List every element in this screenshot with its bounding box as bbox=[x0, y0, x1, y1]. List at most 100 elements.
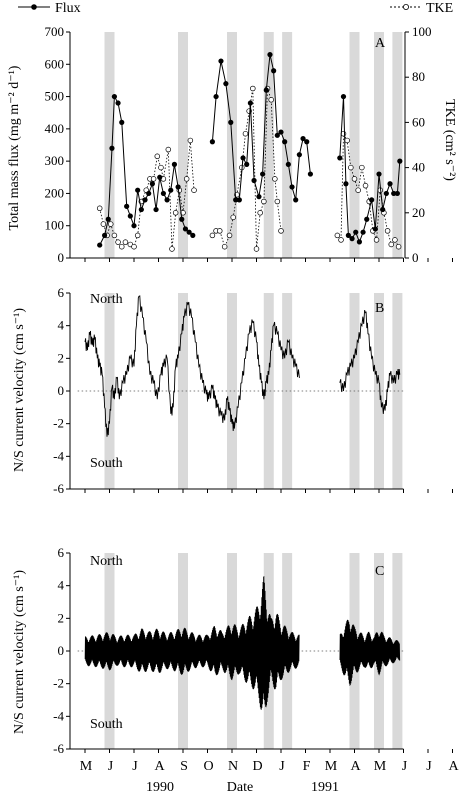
tke-point bbox=[100, 221, 107, 227]
shade-band bbox=[227, 293, 237, 489]
y-tick-label: 400 bbox=[45, 121, 65, 136]
x-tick-label: A bbox=[350, 759, 361, 774]
tke-point bbox=[395, 243, 402, 250]
tke-point bbox=[355, 187, 361, 193]
y-tick-label: -6 bbox=[53, 741, 64, 756]
flux-point bbox=[119, 119, 125, 125]
flux-point bbox=[260, 171, 266, 177]
flux-point bbox=[138, 206, 144, 213]
x-tick-label: M bbox=[374, 759, 387, 774]
y-tick-label: -6 bbox=[53, 481, 64, 496]
shade-band bbox=[392, 32, 403, 258]
x-tick-label: A bbox=[448, 759, 459, 774]
flux-point bbox=[179, 216, 185, 222]
tke-point bbox=[118, 243, 125, 250]
year-label-1991: 1991 bbox=[311, 780, 339, 795]
tke-point bbox=[334, 232, 341, 239]
tke-point bbox=[150, 176, 157, 182]
flux-point bbox=[244, 161, 250, 167]
flux-point bbox=[115, 100, 121, 106]
flux-point bbox=[282, 139, 288, 145]
flux-point bbox=[111, 93, 117, 100]
flux-point bbox=[247, 100, 253, 106]
x-tick-label: D bbox=[252, 759, 262, 774]
y-tick-label: 2 bbox=[58, 610, 65, 625]
y-tick-label: 0 bbox=[58, 643, 65, 658]
x-tick-label: M bbox=[80, 759, 93, 774]
flux-point bbox=[394, 190, 400, 197]
flux-point bbox=[168, 187, 174, 193]
tke-point bbox=[278, 228, 284, 234]
panel-a-shading bbox=[104, 32, 403, 258]
tke-point bbox=[209, 232, 216, 239]
x-tick-label: J bbox=[426, 759, 432, 774]
velocity-oscillation bbox=[84, 576, 300, 710]
flux-point bbox=[364, 216, 370, 222]
velocity-oscillation bbox=[339, 619, 401, 686]
x-tick-label: S bbox=[180, 759, 188, 774]
y-tick-label: 0 bbox=[58, 250, 65, 265]
panel-c-y-axis-label: N/S current velocity (cm s⁻¹) bbox=[12, 570, 27, 734]
tke-point bbox=[344, 137, 350, 144]
y2-tick-label: 20 bbox=[412, 205, 425, 220]
tke-point bbox=[253, 246, 260, 252]
flux-point bbox=[293, 197, 299, 203]
tke-point bbox=[131, 243, 137, 250]
flux-point bbox=[345, 232, 351, 238]
flux-point bbox=[186, 229, 192, 235]
flux-point bbox=[228, 119, 234, 125]
flux-point bbox=[218, 58, 224, 64]
flux-point bbox=[271, 68, 277, 74]
y-tick-label: 500 bbox=[45, 89, 65, 104]
panel-a-y2-axis-label: TKE (cm² s⁻²) bbox=[442, 99, 457, 181]
x-tick-label: M bbox=[325, 759, 338, 774]
tke-point bbox=[122, 239, 129, 245]
y-tick-label: -2 bbox=[53, 676, 64, 691]
y-tick-label: 4 bbox=[58, 578, 65, 593]
flux-point bbox=[153, 206, 159, 213]
tke-point bbox=[183, 176, 190, 182]
flux-point bbox=[223, 81, 229, 87]
flux-point bbox=[360, 229, 366, 235]
y-tick-label: 100 bbox=[45, 218, 65, 233]
x-tick-label: J bbox=[108, 759, 114, 774]
flux-point bbox=[274, 132, 280, 138]
flux-point bbox=[256, 194, 262, 200]
shade-band bbox=[263, 32, 274, 258]
y2-tick-label: 0 bbox=[412, 250, 419, 265]
flux-point bbox=[240, 155, 246, 161]
panel-label-c: C bbox=[375, 564, 384, 579]
tke-point bbox=[172, 210, 179, 216]
flux-point bbox=[209, 139, 215, 145]
flux-point bbox=[300, 135, 306, 142]
x-tick-label: N bbox=[228, 759, 238, 774]
flux-point bbox=[127, 213, 133, 219]
tke-point bbox=[242, 130, 249, 137]
shade-band bbox=[349, 32, 360, 258]
flux-point bbox=[190, 232, 196, 238]
x-tick-label: A bbox=[154, 759, 165, 774]
tke-point bbox=[250, 85, 256, 92]
tke-point bbox=[134, 232, 141, 239]
tke-point bbox=[272, 176, 278, 182]
tke-point bbox=[226, 232, 233, 239]
panel-c-south-label: South bbox=[90, 717, 123, 732]
tke-point bbox=[373, 237, 380, 243]
y-tick-label: 6 bbox=[58, 545, 65, 560]
flux-point bbox=[135, 187, 141, 193]
y-tick-label: 200 bbox=[45, 185, 65, 200]
tke-point bbox=[191, 187, 197, 193]
flux-point bbox=[182, 226, 189, 232]
year-label-1990: 1990 bbox=[146, 780, 174, 795]
flux-point bbox=[267, 52, 273, 58]
panel-c: -6 -4 -2 0 2 4 6 C North South N/S current vel… bbox=[12, 545, 453, 756]
flux-point bbox=[251, 177, 257, 184]
flux-point bbox=[233, 197, 239, 203]
x-tick-label: J bbox=[279, 759, 285, 774]
flux-point bbox=[236, 197, 242, 203]
flux-point bbox=[304, 139, 310, 145]
flux-point bbox=[391, 190, 397, 197]
tke-point bbox=[115, 239, 121, 245]
tke-point bbox=[165, 146, 172, 153]
y-tick-label: -4 bbox=[53, 708, 64, 723]
